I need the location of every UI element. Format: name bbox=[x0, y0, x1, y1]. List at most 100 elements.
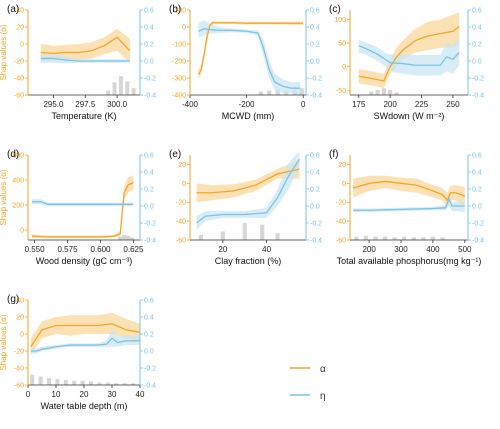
histogram-bar bbox=[394, 92, 399, 95]
panel-label: (d) bbox=[7, 149, 19, 160]
alpha-confidence-band bbox=[31, 175, 134, 239]
y-right-tick-label: -0.2 bbox=[144, 366, 156, 373]
alpha-series-line bbox=[40, 36, 131, 55]
histogram-bar bbox=[275, 233, 280, 240]
alpha-series-line bbox=[353, 180, 466, 202]
panel-label: (f) bbox=[329, 149, 338, 160]
histogram-bar bbox=[38, 376, 43, 385]
y-left-tick-label: 400 bbox=[12, 178, 24, 185]
y-left-tick-label: -40 bbox=[176, 219, 186, 226]
legend-alpha-label: α bbox=[320, 364, 326, 375]
y-left-tick-label: 40 bbox=[16, 298, 24, 305]
y-right-tick-label: -0.2 bbox=[472, 76, 484, 83]
panel-e: 20 40 -60 -40 -20 0 20 -0.4 -0.2 0.0 0.2 0.4 0.6 (e) C… bbox=[169, 149, 322, 266]
histogram-bar bbox=[130, 237, 135, 240]
histogram-bar bbox=[126, 235, 131, 240]
x-tick-label: 175 bbox=[352, 100, 366, 109]
y-left-tick-label: 40 bbox=[16, 8, 24, 15]
histogram-bar bbox=[260, 224, 265, 240]
alpha-confidence-band bbox=[353, 175, 465, 207]
x-tick-label: 30 bbox=[108, 390, 117, 399]
x-axis-label: Temperature (K) bbox=[51, 111, 116, 121]
histogram-bar bbox=[122, 234, 127, 240]
y-left-tick-label: -20 bbox=[14, 349, 24, 356]
y-left-tick-label: -300 bbox=[172, 76, 186, 83]
y-left-tick-label: -20 bbox=[14, 59, 24, 66]
y-right-tick-label: 0.2 bbox=[472, 187, 482, 194]
y-right-tick-label: 0.2 bbox=[144, 332, 154, 339]
histogram-bar bbox=[299, 88, 304, 95]
y-right-tick-label: 0.2 bbox=[144, 42, 154, 49]
histogram-bar bbox=[411, 237, 416, 240]
eta-confidence-band bbox=[198, 20, 301, 96]
y-right-tick-label: -0.2 bbox=[144, 221, 156, 228]
x-tick-label: 40 bbox=[262, 245, 271, 254]
alpha-confidence-band bbox=[40, 28, 130, 63]
y-right-tick-label: -0.4 bbox=[144, 238, 156, 245]
y-left-tick-label: -40 bbox=[14, 366, 24, 373]
y-left-tick-label: -50 bbox=[336, 88, 346, 95]
y-right-tick-label: 0.6 bbox=[472, 153, 482, 160]
histogram-bar bbox=[369, 91, 374, 95]
y-left-tick-label: 0 bbox=[342, 181, 346, 188]
panel-g: 0 10 20 30 40-60-40-2002040-0.4-0.20.00.20.4… bbox=[0, 294, 156, 411]
y-right-tick-label: -0.2 bbox=[310, 76, 322, 83]
x-tick-label: 297.5 bbox=[75, 100, 96, 109]
eta-series-line bbox=[30, 337, 140, 352]
histogram-bar bbox=[363, 235, 369, 240]
histogram-bar bbox=[55, 379, 60, 385]
eta-confidence-band bbox=[31, 199, 134, 206]
y-left-tick-label: -60 bbox=[14, 93, 24, 100]
histogram-bar bbox=[97, 382, 102, 385]
y-left-tick-label: -200 bbox=[172, 59, 186, 66]
panel-label: (a) bbox=[7, 4, 19, 15]
alpha-series-line bbox=[358, 26, 460, 82]
eta-series-line bbox=[358, 45, 460, 66]
panel-a: 295.0 297.5 300.0 -60 -40 -20 0 20 40 -0.4 -0.2 0.0… bbox=[0, 4, 156, 121]
histogram-bar bbox=[118, 236, 123, 240]
histogram-bar bbox=[198, 234, 204, 240]
y-left-tick-label: 20 bbox=[16, 315, 24, 322]
x-tick-label: 300.0 bbox=[107, 100, 128, 109]
histogram-bar bbox=[80, 380, 85, 385]
histogram-bar bbox=[430, 236, 436, 240]
y-right-tick-label: 0.0 bbox=[144, 204, 154, 211]
alpha-series-line bbox=[31, 181, 134, 238]
y-left-tick-label: 0 bbox=[342, 64, 346, 71]
y-right-tick-label: -0.4 bbox=[472, 93, 484, 100]
y-left-tick-label: -400 bbox=[172, 93, 186, 100]
y-left-tick-label: 200 bbox=[12, 203, 24, 210]
histogram-bar bbox=[220, 231, 225, 240]
histogram-bar bbox=[112, 82, 117, 95]
y-right-tick-label: 0.2 bbox=[310, 42, 320, 49]
y-right-tick-label: 0.6 bbox=[144, 8, 154, 15]
y-right-tick-label: 0.4 bbox=[144, 170, 154, 177]
x-tick-label: 225 bbox=[415, 100, 429, 109]
y-left-axis-label: Shap values (α) bbox=[0, 169, 8, 226]
y-right-tick-label: -0.4 bbox=[144, 383, 156, 390]
histogram-bar bbox=[105, 382, 110, 385]
histogram-bar bbox=[131, 383, 135, 385]
y-left-tick-label: -60 bbox=[176, 238, 186, 245]
y-left-tick-label: 600 bbox=[12, 153, 24, 160]
y-right-tick-label: 0.4 bbox=[472, 170, 482, 177]
histogram-bar bbox=[258, 91, 263, 95]
x-axis-label: SWdown (W m⁻²) bbox=[374, 111, 445, 121]
y-right-tick-label: 0.0 bbox=[310, 204, 320, 211]
eta-series-line bbox=[353, 197, 465, 211]
y-right-tick-label: -0.2 bbox=[310, 221, 322, 228]
x-tick-label: 20 bbox=[218, 245, 227, 254]
histogram-bar bbox=[106, 90, 111, 95]
histogram-bar bbox=[421, 237, 426, 240]
y-left-tick-label: 0 bbox=[20, 332, 24, 339]
y-right-tick-label: 0.4 bbox=[144, 25, 154, 32]
alpha-confidence-band bbox=[358, 12, 460, 88]
histogram-bar bbox=[47, 378, 51, 385]
histogram-bar bbox=[89, 381, 93, 385]
histogram-bar bbox=[354, 236, 359, 240]
y-right-tick-label: 0.0 bbox=[144, 349, 154, 356]
x-axis-label: MCWD (mm) bbox=[222, 111, 274, 121]
y-right-tick-label: 0.6 bbox=[310, 8, 320, 15]
y-left-axis-label: Shap values (α) bbox=[0, 24, 8, 81]
panel-label: (c) bbox=[329, 4, 341, 15]
